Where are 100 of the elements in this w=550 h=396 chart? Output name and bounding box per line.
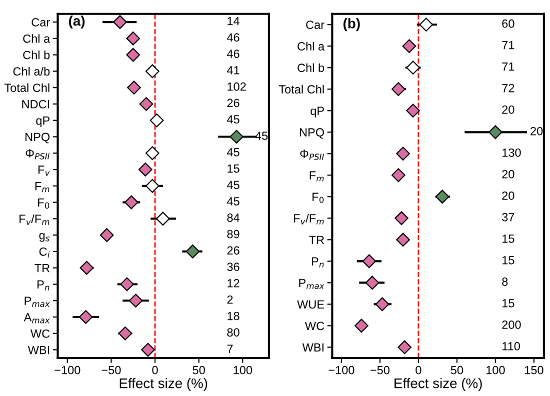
annotation: 45: [226, 180, 240, 190]
annotation: 8: [502, 278, 508, 286]
point: [141, 342, 155, 357]
annotation: 72: [502, 84, 514, 92]
x-tick-label: 50: [450, 366, 464, 374]
y-tick-label: P$_{n}$: [38, 280, 50, 290]
y-tick-label: NPQ: [25, 132, 50, 144]
y-tick-label: F$_{v}$/F$_{m}$: [294, 214, 324, 224]
point: [78, 310, 93, 324]
annotation: 20: [502, 170, 514, 178]
annotation: 60: [502, 19, 514, 28]
point: [394, 211, 408, 226]
annotation: 7: [227, 344, 233, 353]
y-tick-label: Φ$_{PSII}$: [300, 150, 324, 160]
annotation: 45: [226, 115, 240, 124]
x-tick-label: −50: [370, 366, 390, 374]
annotation: 45: [226, 197, 240, 206]
y-tick-label: Chl b: [298, 63, 324, 72]
y-tick-label: F$_{0}$: [312, 192, 324, 203]
annotation: 46: [226, 50, 240, 58]
annotation: 15: [502, 256, 514, 264]
point: [396, 146, 410, 161]
point: [120, 277, 134, 292]
annotation: 18: [228, 312, 240, 320]
point: [186, 244, 200, 258]
y-tick-label: F$_{m}$: [35, 182, 50, 192]
annotation: 36: [227, 262, 240, 272]
point: [391, 82, 406, 96]
x-tick-label: 100: [486, 366, 505, 374]
x-axis-title: Effect size (%): [120, 378, 208, 391]
annotation: 89: [227, 230, 240, 238]
y-tick-label: C$_{i}$: [39, 247, 50, 258]
y-tick-label: TR: [34, 264, 50, 272]
point: [127, 80, 141, 95]
annotation: 20: [502, 191, 514, 200]
point: [419, 18, 434, 32]
y-tick-label: WC: [304, 322, 324, 330]
annotation: 15: [228, 164, 240, 173]
point: [406, 60, 420, 75]
annotation: 15: [502, 299, 514, 308]
point: [396, 232, 410, 247]
annotation: 26: [227, 246, 240, 255]
y-tick-label: P$_{max}$: [299, 278, 324, 290]
y-tick-label: qP: [310, 106, 324, 118]
annotation: 14: [228, 16, 240, 26]
y-tick-label: NDCI: [22, 100, 50, 108]
point: [406, 104, 420, 118]
y-tick-label: Chl a: [298, 42, 325, 51]
y-tick-label: Φ$_{PSII}$: [26, 149, 50, 160]
x-tick-label: −50: [102, 366, 121, 374]
point: [100, 228, 114, 242]
y-tick-label: Car: [306, 20, 324, 30]
annotation: 102: [228, 82, 246, 91]
annotation: 71: [502, 41, 514, 50]
x-tick-label: 0: [416, 366, 422, 374]
annotation: 26: [227, 98, 240, 108]
y-tick-label: P$_{max}$: [24, 296, 50, 307]
annotation: 45: [226, 148, 240, 156]
y-tick-label: NPQ: [300, 128, 324, 139]
annotation: 80: [227, 328, 240, 337]
point: [145, 146, 160, 160]
x-axis-title: Effect size (%): [394, 378, 482, 391]
annotation: 84: [227, 214, 240, 222]
annotation: 12: [228, 279, 240, 288]
y-tick-label: WUE: [297, 300, 324, 309]
y-tick-label: A$_{max}$: [24, 313, 50, 324]
y-tick-label: Chl b: [23, 50, 50, 60]
y-tick-label: Chl a: [23, 34, 50, 43]
point: [156, 212, 170, 226]
point: [402, 39, 416, 54]
annotation: 71: [502, 62, 514, 71]
chart-title: (b): [343, 18, 360, 32]
point: [150, 113, 164, 128]
x-tick-label: −100: [54, 366, 80, 374]
point: [362, 254, 376, 268]
point: [375, 297, 390, 312]
point: [126, 32, 140, 46]
point: [488, 125, 502, 140]
point: [398, 340, 412, 354]
point: [354, 318, 368, 333]
annotation: 37: [502, 212, 514, 222]
annotation: 20: [530, 126, 543, 136]
y-tick-label: F$_{v}$: [38, 166, 50, 176]
annotation: 2: [227, 295, 233, 304]
annotation: 45: [255, 132, 268, 140]
x-tick-label: 50: [192, 366, 205, 374]
annotation: 110: [502, 342, 520, 350]
point: [138, 162, 152, 176]
y-tick-label: WBI: [302, 343, 324, 352]
y-tick-label: qP: [36, 116, 50, 128]
annotation: 41: [226, 66, 240, 74]
point: [145, 178, 160, 193]
y-tick-label: WC: [30, 329, 50, 338]
x-tick-label: 100: [234, 366, 252, 374]
x-tick-label: 0: [152, 366, 158, 374]
y-tick-label: P$_{n}$: [312, 257, 324, 268]
y-tick-label: Chl a/b: [13, 66, 50, 76]
x-tick-label: 150: [524, 366, 544, 374]
point: [230, 130, 244, 144]
point: [124, 195, 138, 210]
